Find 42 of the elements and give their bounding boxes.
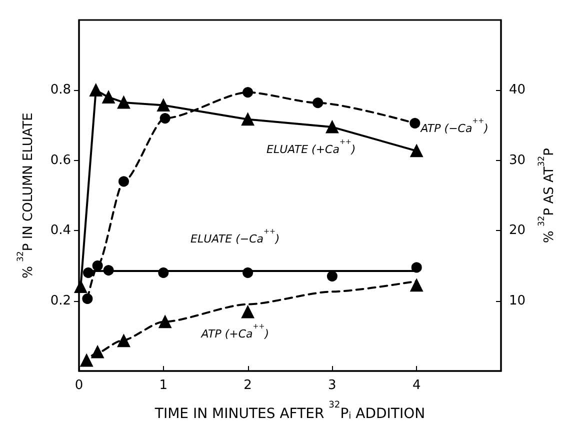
point	[82, 293, 93, 304]
y2-tick-label: 30	[509, 152, 526, 168]
y-axis-title: % 32P IN COLUMN ELUATE	[15, 112, 36, 278]
point	[410, 144, 423, 158]
point	[312, 98, 324, 108]
y2-tick-label: 10	[509, 293, 526, 308]
y-tick-label: 0.4	[50, 223, 71, 238]
y2-tick-label: 40	[509, 82, 526, 98]
point	[242, 113, 254, 126]
point	[160, 113, 170, 124]
point	[242, 267, 254, 278]
point	[118, 176, 129, 187]
y2-tick-label: 20	[509, 223, 526, 238]
y-tick-label: 0.2	[50, 293, 71, 308]
point	[158, 316, 172, 328]
point	[411, 262, 422, 273]
point	[117, 96, 130, 109]
x-tick-label: 2	[244, 378, 252, 393]
y2-axis-title: % 32P AS AT32P	[536, 148, 557, 243]
point	[117, 334, 130, 348]
point	[326, 270, 338, 282]
point	[157, 99, 170, 112]
point	[92, 260, 103, 271]
x-tick-label: 4	[412, 378, 421, 393]
y-tick-label: 0.6	[50, 152, 71, 168]
y-tick-label: 0.8	[50, 82, 71, 98]
x-tick-label: 3	[328, 378, 336, 393]
point	[158, 267, 169, 278]
point	[103, 265, 114, 276]
point	[242, 306, 254, 318]
point	[326, 120, 338, 134]
point	[242, 87, 254, 98]
point	[410, 279, 423, 292]
point	[90, 84, 102, 96]
point	[74, 280, 87, 294]
x-tick-label: 1	[159, 378, 168, 393]
point	[102, 90, 115, 104]
point	[91, 346, 104, 358]
point	[410, 118, 420, 128]
point	[83, 267, 94, 278]
point	[80, 354, 93, 367]
x-tick-label: 0	[74, 378, 84, 393]
